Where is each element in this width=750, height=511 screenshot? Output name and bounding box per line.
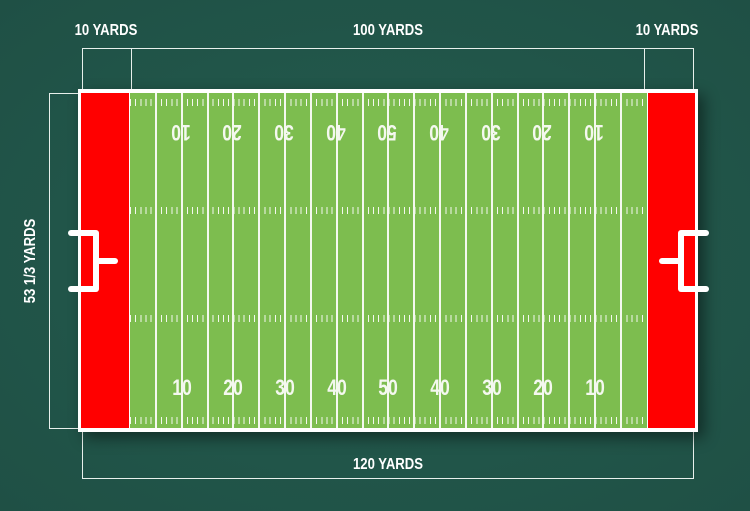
yard-line bbox=[542, 93, 544, 428]
yard-line bbox=[155, 93, 157, 428]
yard-line bbox=[207, 93, 209, 428]
yard-number-bottom: 30 bbox=[275, 375, 295, 400]
total-length-label: 120 YARDS bbox=[352, 456, 424, 473]
yard-number-top: 20 bbox=[532, 120, 552, 145]
yard-number-bottom: 40 bbox=[327, 375, 347, 400]
yard-number-top: 10 bbox=[584, 120, 604, 145]
right-endzone-length-label: 10 YARDS bbox=[635, 22, 699, 39]
yard-number-top: 10 bbox=[171, 120, 191, 145]
yard-line-50 bbox=[387, 93, 389, 428]
yard-number-top: 30 bbox=[274, 120, 294, 145]
left-goalpost-icon bbox=[68, 230, 120, 294]
yard-number-bottom: 20 bbox=[533, 375, 553, 400]
yard-number-bottom: 10 bbox=[585, 375, 605, 400]
total-length-bracket bbox=[82, 428, 694, 479]
field-width-label: 53 1/3 YARDS bbox=[22, 218, 39, 304]
playing-field: 10 20 30 40 50 40 30 20 10 10 20 30 40 5… bbox=[130, 93, 647, 428]
yard-line bbox=[181, 93, 183, 428]
yard-line bbox=[413, 93, 415, 428]
yard-number-top: 40 bbox=[429, 120, 449, 145]
yard-number-top: 20 bbox=[222, 120, 242, 145]
playing-field-bracket bbox=[131, 48, 645, 92]
yard-line bbox=[594, 93, 596, 428]
yard-number-top: 50 bbox=[377, 120, 397, 145]
yard-number-bottom: 30 bbox=[482, 375, 502, 400]
yard-line bbox=[258, 93, 260, 428]
yard-line bbox=[465, 93, 467, 428]
left-endzone-bracket bbox=[82, 48, 132, 92]
yard-line bbox=[336, 93, 338, 428]
yard-line bbox=[284, 93, 286, 428]
width-bracket bbox=[49, 93, 83, 429]
yard-number-bottom: 50 bbox=[378, 375, 398, 400]
yard-line bbox=[310, 93, 312, 428]
yard-number-bottom: 10 bbox=[172, 375, 192, 400]
yard-line bbox=[620, 93, 622, 428]
yard-line bbox=[568, 93, 570, 428]
yard-line bbox=[232, 93, 234, 428]
right-goalpost-icon bbox=[657, 230, 709, 294]
yard-number-top: 30 bbox=[481, 120, 501, 145]
left-endzone-length-label: 10 YARDS bbox=[74, 22, 138, 39]
football-field: 10 20 30 40 50 40 30 20 10 10 20 30 40 5… bbox=[78, 89, 698, 432]
yard-line bbox=[491, 93, 493, 428]
yard-number-bottom: 20 bbox=[223, 375, 243, 400]
yard-line bbox=[439, 93, 441, 428]
yard-line bbox=[517, 93, 519, 428]
yard-number-top: 40 bbox=[326, 120, 346, 145]
yard-number-bottom: 40 bbox=[430, 375, 450, 400]
yard-line bbox=[362, 93, 364, 428]
playing-field-length-label: 100 YARDS bbox=[352, 22, 424, 39]
right-endzone-bracket bbox=[644, 48, 694, 92]
